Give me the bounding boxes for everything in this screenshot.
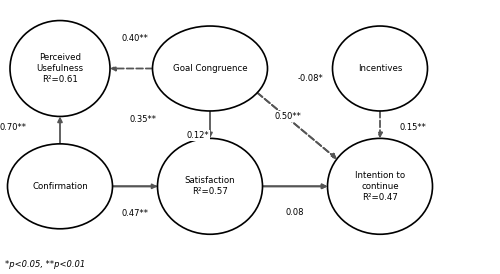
- Text: 0.08: 0.08: [286, 208, 304, 217]
- Ellipse shape: [328, 138, 432, 234]
- Text: -0.08*: -0.08*: [297, 74, 323, 82]
- Ellipse shape: [10, 21, 110, 116]
- Text: 0.40**: 0.40**: [122, 34, 148, 43]
- Ellipse shape: [332, 26, 428, 111]
- Text: 0.12*: 0.12*: [186, 131, 209, 140]
- Text: 0.70**: 0.70**: [0, 123, 26, 132]
- Ellipse shape: [152, 26, 268, 111]
- Text: Intention to
continue
R²=0.47: Intention to continue R²=0.47: [355, 171, 405, 202]
- Text: Confirmation: Confirmation: [32, 182, 88, 191]
- Text: *p<0.05, **p<0.01: *p<0.05, **p<0.01: [5, 259, 85, 269]
- Text: 0.50**: 0.50**: [274, 112, 301, 121]
- Text: Perceived
Usefulness
R²=0.61: Perceived Usefulness R²=0.61: [36, 53, 84, 84]
- Ellipse shape: [158, 138, 262, 234]
- Text: Goal Congruence: Goal Congruence: [172, 64, 248, 73]
- Text: Incentives: Incentives: [358, 64, 402, 73]
- Text: 0.15**: 0.15**: [399, 123, 426, 132]
- Ellipse shape: [8, 144, 113, 229]
- Text: Satisfaction
R²=0.57: Satisfaction R²=0.57: [184, 176, 236, 196]
- Text: 0.35**: 0.35**: [129, 115, 156, 124]
- Text: 0.47**: 0.47**: [122, 209, 148, 218]
